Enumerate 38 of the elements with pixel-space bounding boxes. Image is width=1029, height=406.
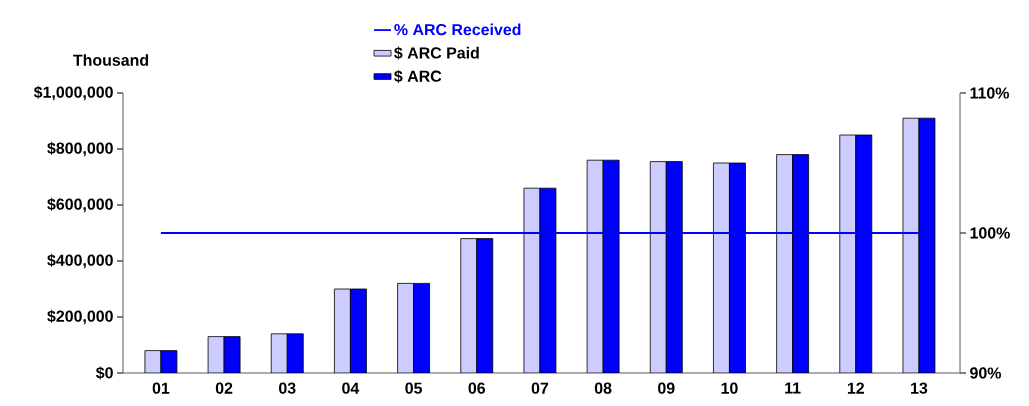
legend-label: $ ARC xyxy=(394,69,442,83)
y-tick-label: $800,000 xyxy=(47,141,113,157)
x-tick-label: 08 xyxy=(594,382,612,394)
bar xyxy=(397,283,414,373)
bar xyxy=(713,162,730,373)
y2-tick-label: 110% xyxy=(970,87,1009,99)
x-tick-label: 06 xyxy=(468,382,486,394)
y-tick-label: $400,000 xyxy=(47,253,113,269)
x-tick-label: 02 xyxy=(215,382,233,394)
x-tick-label: 10 xyxy=(721,382,738,394)
legend-label: % ARC Received xyxy=(394,23,521,36)
x-tick-label: 12 xyxy=(847,382,864,394)
bar xyxy=(839,134,857,373)
y-tick-label: $0 xyxy=(95,366,113,380)
y-tick-label: $600,000 xyxy=(47,197,113,213)
x-tick-label: 07 xyxy=(531,382,549,394)
x-tick-label: 01 xyxy=(152,382,170,394)
x-tick-label: 13 xyxy=(911,382,928,394)
legend-label: $ ARC Paid xyxy=(394,46,479,60)
y-tick-label: $1,000,000 xyxy=(33,85,113,101)
bar xyxy=(460,238,478,373)
y-axis-title: Thousand xyxy=(73,54,149,66)
bar xyxy=(350,288,367,373)
bar xyxy=(649,161,667,373)
bar xyxy=(413,283,430,373)
x-tick-label: 05 xyxy=(405,382,423,394)
y2-tick-label: 90% xyxy=(970,367,1002,379)
x-tick-label: 04 xyxy=(342,382,360,394)
x-tick-label: 11 xyxy=(785,382,801,394)
y2-tick-label: 100% xyxy=(970,227,1010,239)
bar xyxy=(334,288,351,373)
bar xyxy=(476,238,494,373)
bar xyxy=(286,333,304,373)
bar xyxy=(776,154,794,373)
bar xyxy=(270,333,288,373)
x-tick-label: 09 xyxy=(658,382,675,394)
x-tick-label: 03 xyxy=(279,382,296,394)
y-tick-label: $200,000 xyxy=(47,309,113,325)
